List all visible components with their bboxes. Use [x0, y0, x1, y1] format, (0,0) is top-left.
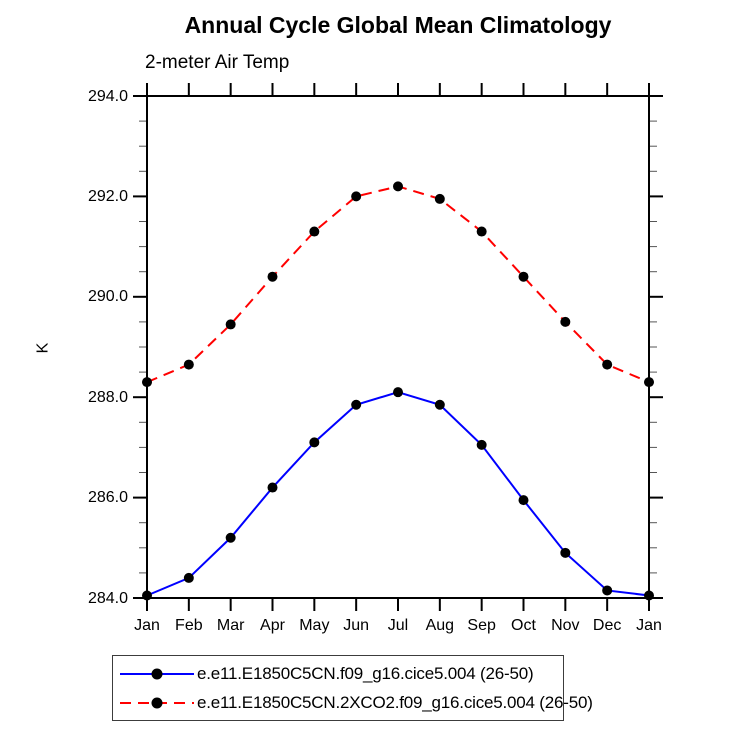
y-tick-label: 294.0 — [87, 87, 128, 105]
data-point-marker — [434, 399, 445, 410]
data-point-marker — [393, 387, 403, 398]
series-line — [146, 185, 650, 384]
data-point-marker — [351, 191, 362, 202]
data-point-marker — [476, 439, 487, 450]
data-point-marker — [309, 437, 320, 448]
data-point-marker — [393, 181, 403, 192]
x-tick-label: Mar — [216, 617, 245, 634]
data-point-marker — [225, 532, 236, 543]
x-tick-label: Feb — [175, 617, 203, 634]
y-tick-label: 288.0 — [87, 388, 128, 406]
data-point-marker — [267, 482, 278, 493]
y-tick-label: 292.0 — [87, 187, 128, 205]
x-tick-label: Oct — [511, 617, 536, 634]
x-tick-label: Dec — [592, 617, 622, 634]
data-point-marker — [351, 399, 362, 410]
y-tick-label: 286.0 — [87, 489, 128, 507]
legend-item: e.e11.E1850C5CN.2XCO2.f09_g16.cice5.004 … — [117, 688, 593, 717]
x-tick-label: Jun — [343, 617, 370, 634]
data-point-marker — [644, 590, 654, 601]
y-tick-label: 284.0 — [87, 589, 128, 607]
chart-subtitle: 2-meter Air Temp — [145, 52, 290, 73]
x-tick-label: Nov — [551, 617, 580, 634]
data-point-marker — [518, 495, 529, 506]
legend-marker-icon — [151, 668, 163, 679]
data-point-marker — [602, 585, 613, 596]
data-point-marker — [476, 226, 487, 237]
y-tick-label: 290.0 — [87, 288, 128, 306]
x-tick-label: Sep — [467, 617, 496, 634]
legend-item: e.e11.E1850C5CN.f09_g16.cice5.004 (26-50… — [117, 659, 563, 688]
data-point-marker — [434, 193, 445, 204]
data-point-marker — [560, 547, 571, 558]
data-point-marker — [183, 359, 194, 370]
legend-item-label: e.e11.E1850C5CN.2XCO2.f09_g16.cice5.004 … — [197, 692, 593, 712]
legend: e.e11.E1850C5CN.f09_g16.cice5.004 (26-50… — [112, 655, 593, 721]
legend-line-solid-icon — [120, 668, 194, 679]
x-tick-label: Apr — [260, 617, 285, 634]
data-point-marker — [142, 377, 152, 388]
series-line — [146, 391, 650, 597]
axis-frame — [146, 95, 650, 599]
data-point-marker — [518, 271, 529, 282]
legend-item-label: e.e11.E1850C5CN.f09_g16.cice5.004 (26-50… — [197, 663, 534, 683]
legend-marker-icon — [151, 697, 163, 708]
data-point-marker — [142, 590, 152, 601]
legend-line-dashed-icon — [120, 697, 194, 708]
data-point-marker — [267, 271, 278, 282]
x-tick-label: May — [299, 617, 330, 634]
data-point-marker — [560, 316, 571, 327]
data-point-marker — [644, 377, 654, 388]
x-tick-label: Jul — [387, 617, 409, 634]
x-tick-label: Jan — [636, 617, 662, 634]
data-point-marker — [309, 226, 320, 237]
data-point-marker — [225, 319, 236, 330]
data-point-marker — [183, 572, 194, 583]
chart-title: Annual Cycle Global Mean Climatology — [184, 12, 612, 38]
data-point-marker — [602, 359, 613, 370]
x-tick-label: Aug — [425, 617, 455, 634]
x-tick-label: Jan — [134, 617, 160, 634]
